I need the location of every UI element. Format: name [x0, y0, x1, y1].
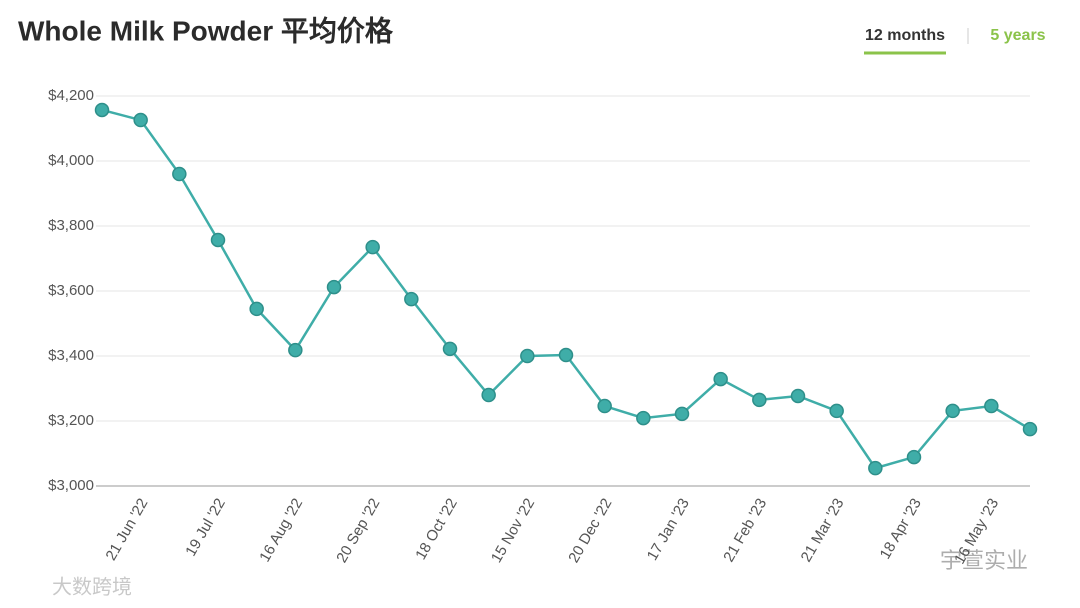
tab[interactable]: 12 months — [865, 27, 945, 44]
point — [558, 347, 574, 363]
point — [481, 387, 496, 403]
point — [288, 342, 303, 358]
point — [752, 392, 767, 408]
point — [133, 112, 148, 128]
point — [984, 398, 999, 414]
y-tick-label: $3,400 — [48, 347, 94, 364]
page-title: Whole Milk Powder 平均价格 — [18, 15, 394, 46]
point — [365, 239, 380, 255]
x-tick-label: 17 Jan '23 — [644, 495, 693, 563]
point — [172, 166, 187, 182]
y-tick-label: $3,600 — [48, 282, 94, 299]
point — [520, 348, 535, 364]
x-tick-label: 21 Jun '22 — [102, 495, 151, 563]
tab[interactable]: 5 years — [990, 27, 1045, 44]
point — [906, 449, 922, 465]
x-tick-label: 15 Nov '22 — [488, 495, 538, 565]
point — [790, 388, 806, 404]
point — [674, 406, 690, 422]
line — [101, 108, 1031, 470]
y-tick-label: $4,000 — [48, 152, 94, 169]
point — [829, 403, 844, 419]
x-tick-label: 20 Sep '22 — [333, 495, 383, 565]
point — [249, 301, 264, 317]
point — [597, 398, 612, 414]
point — [868, 460, 883, 476]
point — [404, 291, 419, 307]
x-tick-label: 20 Dec '22 — [565, 495, 615, 565]
x-tick-label: 18 Oct '22 — [412, 495, 461, 562]
point — [636, 410, 651, 426]
x-tick-label: 16 Aug '22 — [256, 495, 306, 565]
watermark: 大数跨境 — [52, 575, 132, 598]
x-tick-label: 19 Jul '22 — [182, 495, 229, 559]
point — [94, 102, 110, 118]
point — [713, 371, 728, 387]
point — [442, 341, 458, 357]
point — [1022, 421, 1038, 437]
y-tick-label: $3,200 — [48, 412, 94, 429]
point — [945, 403, 960, 419]
x-tick-label: 21 Mar '23 — [798, 495, 848, 564]
y-tick-label: $3,800 — [48, 217, 94, 234]
y-tick-label: $4,200 — [48, 87, 94, 104]
x-tick-label: 18 Apr '23 — [877, 495, 925, 562]
y-tick-label: $3,000 — [48, 477, 94, 494]
point — [210, 232, 226, 248]
x-tick-label: 21 Feb '23 — [720, 495, 770, 564]
point — [326, 279, 342, 295]
watermark: 宇萱实业 — [940, 548, 1028, 573]
